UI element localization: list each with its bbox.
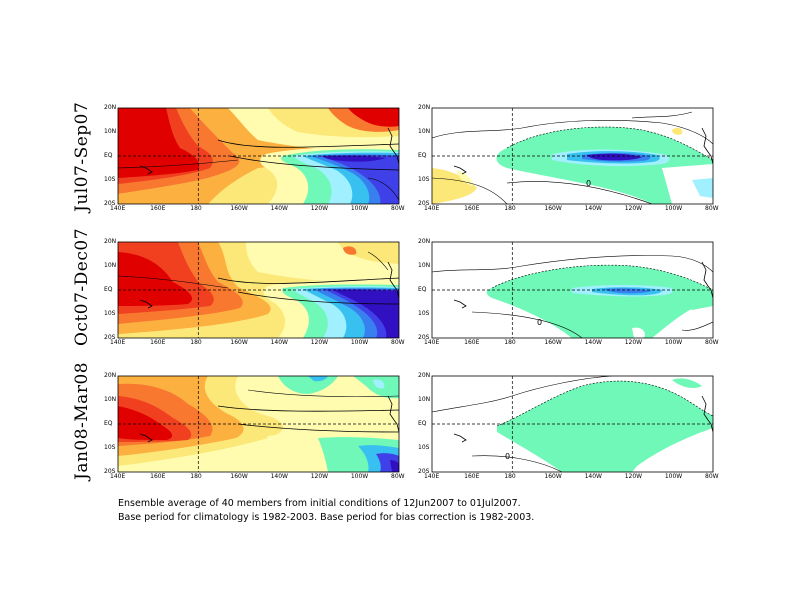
lon-tick-label: 120W xyxy=(624,339,643,346)
lon-tick-label: 140W xyxy=(584,473,602,480)
lon-tick-label: 140E xyxy=(424,205,440,212)
lon-tick-label: 160E xyxy=(150,473,166,480)
lat-tick-label: 10N xyxy=(418,262,431,269)
panel-row3-left-sst-map xyxy=(117,375,400,473)
lon-tick-label: 160W xyxy=(544,473,562,480)
caption-line-1: Ensemble average of 40 members from init… xyxy=(118,498,521,509)
lat-tick-label: EQ xyxy=(104,286,113,293)
lon-tick-label: 80W xyxy=(391,339,405,346)
panel-row1-right-anomaly-map: 0 xyxy=(431,107,714,205)
lon-tick-label: 140E xyxy=(110,205,126,212)
lat-tick-label: EQ xyxy=(104,420,113,427)
lat-tick-label: 20S xyxy=(418,334,430,341)
lon-tick-label: 160E xyxy=(464,473,480,480)
lon-tick-label: 140W xyxy=(584,205,602,212)
lon-tick-label: 160W xyxy=(230,473,248,480)
lon-tick-label: 140E xyxy=(424,339,440,346)
lon-tick-label: 180 xyxy=(504,339,516,346)
lon-tick-label: 120W xyxy=(624,473,643,480)
lon-tick-label: 160W xyxy=(544,339,562,346)
lat-tick-label: EQ xyxy=(104,152,113,159)
lon-tick-label: 120W xyxy=(624,205,643,212)
lon-tick-label: 180 xyxy=(190,339,202,346)
lat-tick-label: 20N xyxy=(104,238,117,245)
contour-label-zero: 0 xyxy=(505,452,510,461)
lon-tick-label: 100W xyxy=(664,473,683,480)
lon-tick-label: 140W xyxy=(270,473,288,480)
lat-tick-label: EQ xyxy=(418,152,427,159)
lon-tick-label: 80W xyxy=(391,473,405,480)
lat-tick-label: 20N xyxy=(418,104,431,111)
lon-tick-label: 160E xyxy=(150,339,166,346)
lat-tick-label: 20S xyxy=(104,200,116,207)
lat-tick-label: 20N xyxy=(104,104,117,111)
lon-tick-label: 100W xyxy=(664,205,683,212)
lat-tick-label: 10S xyxy=(418,444,430,451)
lon-tick-label: 160W xyxy=(230,205,248,212)
lon-tick-label: 120W xyxy=(310,205,329,212)
lon-tick-label: 160E xyxy=(464,339,480,346)
lon-tick-label: 80W xyxy=(705,473,719,480)
lat-tick-label: 10S xyxy=(418,310,430,317)
lat-tick-label: 10N xyxy=(418,396,431,403)
lon-tick-label: 180 xyxy=(504,473,516,480)
lat-tick-label: 10S xyxy=(104,310,116,317)
lon-tick-label: 160W xyxy=(544,205,562,212)
lat-tick-label: 10N xyxy=(418,128,431,135)
panel-row1-left-sst-map xyxy=(117,107,400,205)
lon-tick-label: 180 xyxy=(504,205,516,212)
lat-tick-label: 10N xyxy=(104,396,117,403)
lon-tick-label: 100W xyxy=(350,473,369,480)
lon-tick-label: 80W xyxy=(705,205,719,212)
caption-line-2: Base period for climatology is 1982-2003… xyxy=(118,512,535,523)
lat-tick-label: 20S xyxy=(418,200,430,207)
lon-tick-label: 160E xyxy=(464,205,480,212)
lon-tick-label: 140E xyxy=(110,473,126,480)
lon-tick-label: 80W xyxy=(705,339,719,346)
row-label-jan08-mar08: Jan08-Mar08 xyxy=(72,361,92,480)
lon-tick-label: 80W xyxy=(391,205,405,212)
contour-label-zero: 0 xyxy=(586,179,591,188)
lon-tick-label: 180 xyxy=(190,473,202,480)
panel-row3-right-anomaly-map: 0 xyxy=(431,375,714,473)
lat-tick-label: 10S xyxy=(104,444,116,451)
lon-tick-label: 140W xyxy=(584,339,602,346)
lat-tick-label: 20S xyxy=(418,468,430,475)
lat-tick-label: 10N xyxy=(104,262,117,269)
lon-tick-label: 140E xyxy=(110,339,126,346)
lat-tick-label: 10S xyxy=(418,176,430,183)
lat-tick-label: 20S xyxy=(104,334,116,341)
lat-tick-label: 10S xyxy=(104,176,116,183)
lon-tick-label: 140E xyxy=(424,473,440,480)
lon-tick-label: 140W xyxy=(270,339,288,346)
lon-tick-label: 100W xyxy=(664,339,683,346)
lon-tick-label: 100W xyxy=(350,339,369,346)
lon-tick-label: 160E xyxy=(150,205,166,212)
lon-tick-label: 160W xyxy=(230,339,248,346)
row-label-oct07-dec07: Oct07-Dec07 xyxy=(72,227,92,346)
lat-tick-label: EQ xyxy=(418,420,427,427)
lon-tick-label: 100W xyxy=(350,205,369,212)
panel-row2-right-anomaly-map: 0 xyxy=(431,241,714,339)
lat-tick-label: 20N xyxy=(418,372,431,379)
lon-tick-label: 120W xyxy=(310,339,329,346)
lon-tick-label: 180 xyxy=(190,205,202,212)
lat-tick-label: 20N xyxy=(418,238,431,245)
lat-tick-label: 20S xyxy=(104,468,116,475)
lon-tick-label: 120W xyxy=(310,473,329,480)
row-label-jul07-sep07: Jul07-Sep07 xyxy=(72,101,92,212)
lat-tick-label: 10N xyxy=(104,128,117,135)
lon-tick-label: 140W xyxy=(270,205,288,212)
panel-row2-left-sst-map xyxy=(117,241,400,339)
lat-tick-label: 20N xyxy=(104,372,117,379)
contour-label-zero: 0 xyxy=(537,318,542,327)
lat-tick-label: EQ xyxy=(418,286,427,293)
